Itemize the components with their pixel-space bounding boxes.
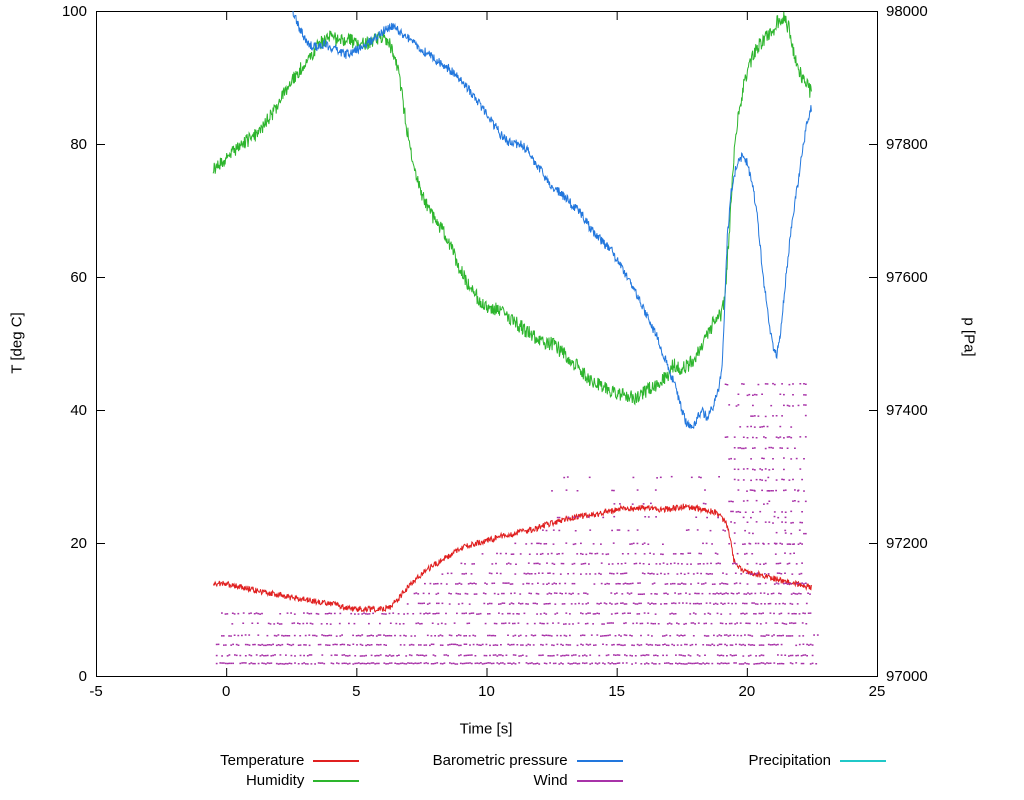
legend-label: Barometric pressure [432, 752, 568, 769]
wind-series [215, 382, 819, 665]
x-tick-label: 5 [352, 683, 360, 700]
y-right-tick-label: 97800 [886, 136, 928, 153]
legend-label: Humidity [245, 772, 305, 789]
legend-item-humidity: Humidity [96, 771, 360, 790]
y-right-tick-label: 98000 [886, 3, 928, 20]
y-left-tick-label: 80 [70, 136, 87, 153]
axis-ticks [96, 11, 878, 677]
legend-line-sample [313, 759, 360, 762]
series-layer [212, 11, 819, 665]
legend-item-wind: Wind [359, 771, 623, 790]
y-axis-right-title: p [Pa] [960, 317, 978, 357]
legend-line-sample [576, 759, 623, 762]
y-left-tick-label: 0 [79, 668, 87, 685]
legend-line-sample [576, 779, 623, 782]
x-tick-label: 15 [608, 683, 625, 700]
humidity-series [212, 11, 812, 406]
barometric-pressure-series [292, 11, 812, 429]
y-right-tick-label: 97400 [886, 402, 928, 419]
legend-line-sample [313, 779, 360, 782]
legend-label: Temperature [220, 752, 305, 769]
y-left-tick-label: 20 [70, 535, 87, 552]
legend-label: Wind [533, 772, 568, 789]
x-tick-label: 25 [869, 683, 886, 700]
y-right-tick-label: 97000 [886, 668, 928, 685]
legend-label: Precipitation [748, 752, 831, 769]
legend-item-barometric-pressure: Barometric pressure [359, 751, 623, 770]
y-left-tick-label: 40 [70, 402, 87, 419]
y-axis-left-title: T [deg C] [8, 312, 26, 374]
y-left-tick-label: 60 [70, 269, 87, 286]
x-tick-label: 0 [222, 683, 230, 700]
x-tick-label: 20 [738, 683, 755, 700]
y-right-tick-label: 97600 [886, 269, 928, 286]
x-tick-label: -5 [89, 683, 102, 700]
legend-empty-cell [623, 771, 886, 790]
legend: Temperature Barometric pressure Precipit… [96, 751, 886, 790]
legend-line-sample [840, 759, 886, 762]
plot-frame [96, 11, 878, 677]
temperature-series [213, 503, 812, 613]
axis-tick-labels: -5 0 5 10 15 20 250204060801009700097200974009… [62, 3, 928, 700]
legend-item-temperature: Temperature [96, 751, 360, 770]
x-tick-label: 10 [478, 683, 495, 700]
y-right-tick-label: 97200 [886, 535, 928, 552]
y-left-tick-label: 100 [62, 3, 87, 20]
legend-item-precipitation: Precipitation [623, 751, 886, 770]
x-axis-title: Time [s] [459, 720, 513, 738]
